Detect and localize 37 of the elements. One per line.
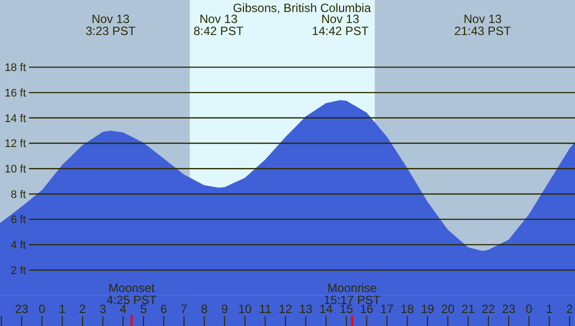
- x-tick-label: 23: [502, 302, 516, 316]
- y-tick-label: 18 ft: [4, 62, 26, 74]
- y-tick-label: 10 ft: [4, 163, 26, 176]
- chart-title: Gibsons, British Columbia: [232, 1, 372, 15]
- x-tick-label: 2: [79, 302, 86, 316]
- x-tick-label: 2: [566, 302, 574, 316]
- x-tick-label: 3: [99, 302, 106, 316]
- x-tick-label: 19: [420, 302, 435, 316]
- annotation: Nov 13 8:42 PST: [193, 12, 244, 38]
- x-tick-label: 10: [238, 302, 252, 316]
- x-tick-label: 1: [58, 302, 66, 316]
- annotation: Nov 13 14:42 PST: [312, 12, 370, 38]
- x-tick-label: 17: [380, 302, 394, 316]
- y-tick-label: 16 ft: [4, 87, 26, 100]
- x-tick-label: 13: [299, 302, 313, 316]
- x-tick-label: 23: [14, 302, 29, 316]
- x-tick-label: 20: [441, 302, 455, 316]
- x-tick-label: 21: [461, 302, 476, 316]
- y-tick-label: 14 ft: [4, 112, 26, 125]
- x-tick-label: 9: [221, 302, 228, 316]
- x-tick-label: 22: [482, 302, 496, 316]
- annotation: Nov 13 3:23 PST: [86, 12, 136, 38]
- y-tick-label: 4 ft: [10, 240, 26, 252]
- x-tick-label: 11: [258, 302, 272, 316]
- x-tick-label: 7: [180, 302, 188, 316]
- x-tick-label: 0: [38, 302, 46, 316]
- y-tick-label: 12 ft: [4, 138, 26, 150]
- x-tick-label: 0: [526, 302, 533, 316]
- x-tick-label: 1: [546, 302, 553, 316]
- x-tick-label: 8: [200, 302, 208, 316]
- annotation: Nov 13 21:43 PST: [454, 12, 512, 38]
- x-tick-label: 12: [278, 302, 292, 316]
- x-tick-label: 6: [160, 302, 168, 316]
- y-tick-label: 6 ft: [10, 214, 26, 226]
- y-tick-label: 2 ft: [10, 264, 26, 277]
- y-tick-label: 8 ft: [10, 188, 26, 201]
- x-tick-label: 18: [400, 302, 414, 316]
